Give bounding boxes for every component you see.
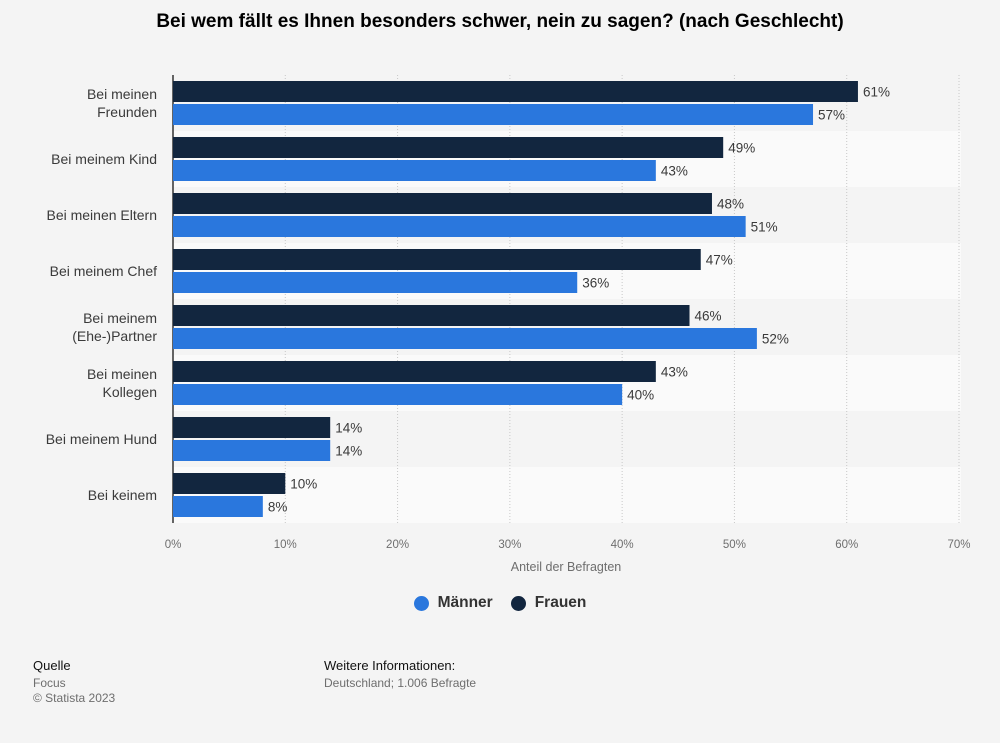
legend-item-maenner[interactable]: Männer [413, 594, 493, 612]
chart-title: Bei wem fällt es Ihnen besonders schwer,… [156, 11, 844, 32]
info-text: Deutschland; 1.006 Befragte [324, 676, 477, 690]
data-label: 46% [695, 309, 722, 324]
data-label: 43% [661, 164, 688, 179]
x-tick-label: 30% [498, 539, 521, 551]
category-label: Bei meinen [87, 366, 157, 382]
x-tick-label: 40% [611, 539, 634, 551]
bar-maenner [173, 272, 578, 293]
category-label: (Ehe-)Partner [72, 328, 157, 344]
legend-marker-maenner [413, 595, 429, 611]
category-label: Bei meinen Eltern [46, 207, 157, 223]
bar-maenner [173, 104, 814, 125]
data-label: 49% [728, 141, 755, 156]
source-name: Focus [33, 676, 66, 690]
source-heading: Quelle [33, 658, 71, 673]
bar-frauen [173, 361, 656, 382]
x-tick-label: 10% [274, 539, 297, 551]
bar-maenner [173, 384, 623, 405]
info-heading: Weitere Informationen: [324, 658, 456, 673]
x-tick-label: 50% [723, 539, 746, 551]
bar-maenner [173, 216, 746, 237]
bar-maenner [173, 496, 263, 517]
x-tick-label: 20% [386, 539, 409, 551]
data-label: 57% [818, 108, 845, 123]
category-label: Bei meinen [87, 86, 157, 102]
data-label: 51% [751, 220, 778, 235]
legend-marker-frauen [510, 595, 526, 611]
category-label: Kollegen [103, 384, 158, 400]
bar-frauen [173, 417, 331, 438]
legend-label-frauen: Frauen [534, 594, 587, 611]
x-tick-label: 60% [835, 539, 858, 551]
bar-frauen [173, 137, 724, 158]
data-label: 8% [268, 500, 288, 515]
category-band [173, 467, 961, 523]
bar-frauen [173, 473, 286, 494]
bar-maenner [173, 160, 656, 181]
legend-item-frauen[interactable]: Frauen [510, 594, 587, 612]
data-label: 14% [335, 444, 362, 459]
category-label: Bei meinem Kind [51, 151, 157, 167]
data-label: 10% [290, 477, 317, 492]
category-label: Bei meinem [83, 310, 157, 326]
copyright-text: © Statista 2023 [33, 691, 116, 705]
data-label: 14% [335, 421, 362, 436]
data-label: 52% [762, 332, 789, 347]
legend: Männer Frauen [0, 594, 1000, 612]
bar-frauen [173, 81, 858, 102]
x-axis-title: Anteil der Befragten [511, 560, 622, 574]
data-label: 40% [627, 388, 654, 403]
data-label: 43% [661, 365, 688, 380]
bar-frauen [173, 193, 712, 214]
data-label: 47% [706, 253, 733, 268]
data-label: 61% [863, 85, 890, 100]
data-label: 48% [717, 197, 744, 212]
bar-frauen [173, 305, 690, 326]
category-label: Bei meinem Hund [46, 431, 157, 447]
bar-maenner [173, 328, 757, 349]
category-label: Bei keinem [88, 487, 157, 503]
x-tick-label: 0% [165, 539, 182, 551]
category-label: Freunden [97, 104, 157, 120]
data-label: 36% [582, 276, 609, 291]
bar-maenner [173, 440, 331, 461]
bar-frauen [173, 249, 701, 270]
x-tick-label: 70% [947, 539, 970, 551]
category-label: Bei meinem Chef [50, 263, 157, 279]
legend-label-maenner: Männer [437, 594, 493, 611]
